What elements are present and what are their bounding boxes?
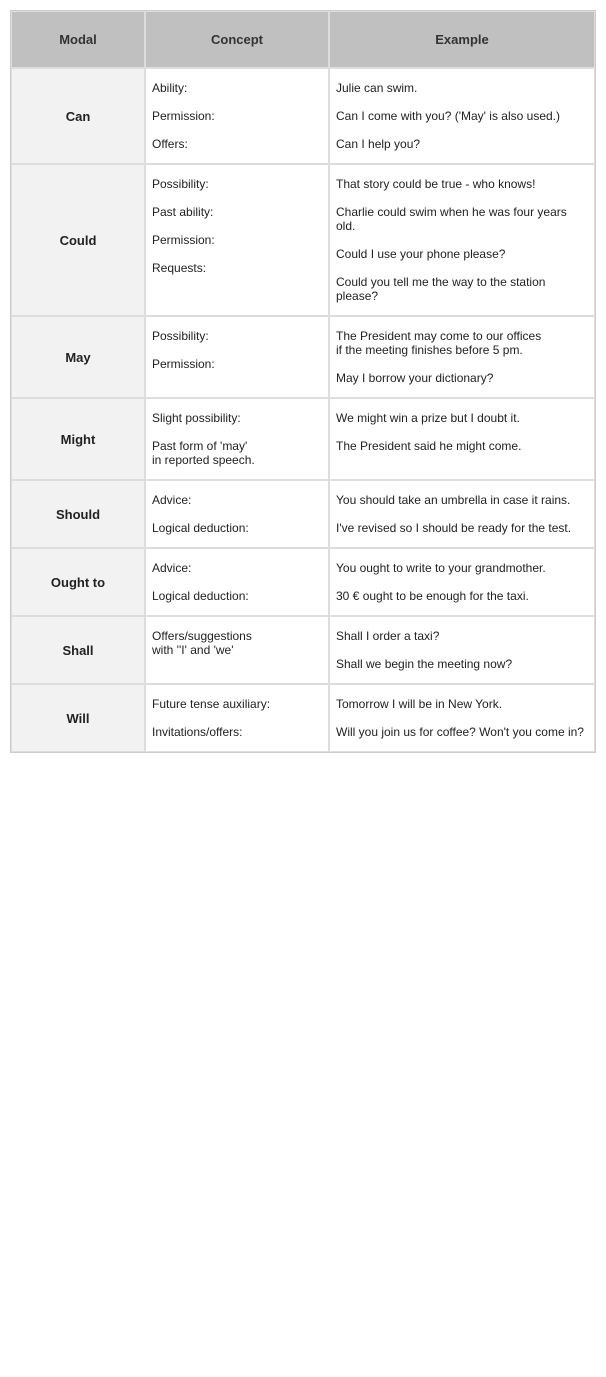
- concept-line: Logical deduction:: [152, 521, 322, 535]
- example-line: Could I use your phone please?: [336, 247, 588, 261]
- modal-cell: Shall: [11, 616, 145, 684]
- table-body: Can Ability: Permission: Offers: Julie can s…: [11, 68, 595, 752]
- concept-line: Offers/suggestionswith ''I' and 'we': [152, 629, 322, 657]
- example-cell: Tomorrow I will be in New York. Will you …: [329, 684, 595, 752]
- example-line: That story could be true - who knows!: [336, 177, 588, 191]
- modal-cell: Can: [11, 68, 145, 164]
- example-line: Julie can swim.: [336, 81, 588, 95]
- table-row: Can Ability: Permission: Offers: Julie can s…: [11, 68, 595, 164]
- example-line: We might win a prize but I doubt it.: [336, 411, 588, 425]
- modal-cell: Should: [11, 480, 145, 548]
- example-cell: You ought to write to your grandmother. 3…: [329, 548, 595, 616]
- col-modal: Modal: [11, 11, 145, 68]
- table-row: Ought to Advice: Logical deduction: You oug…: [11, 548, 595, 616]
- example-cell: Shall I order a taxi? Shall we begin the …: [329, 616, 595, 684]
- example-line: Shall I order a taxi?: [336, 629, 588, 643]
- concept-cell: Advice: Logical deduction:: [145, 480, 329, 548]
- concept-line: Possibility:: [152, 329, 322, 343]
- col-example: Example: [329, 11, 595, 68]
- example-line: Shall we begin the meeting now?: [336, 657, 588, 671]
- modal-cell: May: [11, 316, 145, 398]
- modal-cell: Will: [11, 684, 145, 752]
- example-cell: We might win a prize but I doubt it. The …: [329, 398, 595, 480]
- concept-line: Logical deduction:: [152, 589, 322, 603]
- concept-cell: Slight possibility: Past form of 'may'in …: [145, 398, 329, 480]
- concept-line: Permission:: [152, 109, 322, 123]
- concept-cell: Possibility: Past ability: Permission: Requ…: [145, 164, 329, 316]
- table-row: Will Future tense auxiliary: Invitations/o…: [11, 684, 595, 752]
- concept-line: Past form of 'may'in reported speech.: [152, 439, 322, 467]
- concept-cell: Ability: Permission: Offers:: [145, 68, 329, 164]
- example-line: The President said he might come.: [336, 439, 588, 453]
- concept-cell: Possibility: Permission:: [145, 316, 329, 398]
- example-line: 30 € ought to be enough for the taxi.: [336, 589, 588, 603]
- example-line: You should take an umbrella in case it r…: [336, 493, 588, 507]
- example-line: Can I come with you? ('May' is also used…: [336, 109, 588, 123]
- example-line: Can I help you?: [336, 137, 588, 151]
- concept-line: Permission:: [152, 233, 322, 247]
- example-cell: The President may come to our officesif …: [329, 316, 595, 398]
- concept-line: Possibility:: [152, 177, 322, 191]
- col-concept: Concept: [145, 11, 329, 68]
- example-line: Could you tell me the way to the station…: [336, 275, 588, 303]
- concept-line: Offers:: [152, 137, 322, 151]
- example-line: Charlie could swim when he was four year…: [336, 205, 588, 233]
- example-line: I've revised so I should be ready for th…: [336, 521, 588, 535]
- table-row: Could Possibility: Past ability: Permission…: [11, 164, 595, 316]
- concept-cell: Offers/suggestionswith ''I' and 'we': [145, 616, 329, 684]
- table-row: Might Slight possibility: Past form of 'ma…: [11, 398, 595, 480]
- example-cell: Julie can swim. Can I come with you? ('Ma…: [329, 68, 595, 164]
- modal-cell: Ought to: [11, 548, 145, 616]
- example-cell: You should take an umbrella in case it r…: [329, 480, 595, 548]
- table-row: Should Advice: Logical deduction: You shoul…: [11, 480, 595, 548]
- concept-cell: Advice: Logical deduction:: [145, 548, 329, 616]
- example-cell: That story could be true - who knows! Cha…: [329, 164, 595, 316]
- table-row: May Possibility: Permission: The President …: [11, 316, 595, 398]
- concept-cell: Future tense auxiliary: Invitations/offer…: [145, 684, 329, 752]
- concept-line: Invitations/offers:: [152, 725, 322, 739]
- concept-line: Advice:: [152, 493, 322, 507]
- example-line: Tomorrow I will be in New York.: [336, 697, 588, 711]
- concept-line: Permission:: [152, 357, 322, 371]
- concept-line: Slight possibility:: [152, 411, 322, 425]
- example-line: May I borrow your dictionary?: [336, 371, 588, 385]
- example-line: You ought to write to your grandmother.: [336, 561, 588, 575]
- concept-line: Requests:: [152, 261, 322, 275]
- example-line: The President may come to our officesif …: [336, 329, 588, 357]
- modals-table: Modal Concept Example Can Ability: Permiss…: [10, 10, 596, 753]
- concept-line: Ability:: [152, 81, 322, 95]
- table-row: ShallOffers/suggestionswith ''I' and 'we…: [11, 616, 595, 684]
- modal-cell: Could: [11, 164, 145, 316]
- modal-cell: Might: [11, 398, 145, 480]
- concept-line: Past ability:: [152, 205, 322, 219]
- example-line: Will you join us for coffee? Won't you c…: [336, 725, 588, 739]
- concept-line: Advice:: [152, 561, 322, 575]
- concept-line: Future tense auxiliary:: [152, 697, 322, 711]
- header-row: Modal Concept Example: [11, 11, 595, 68]
